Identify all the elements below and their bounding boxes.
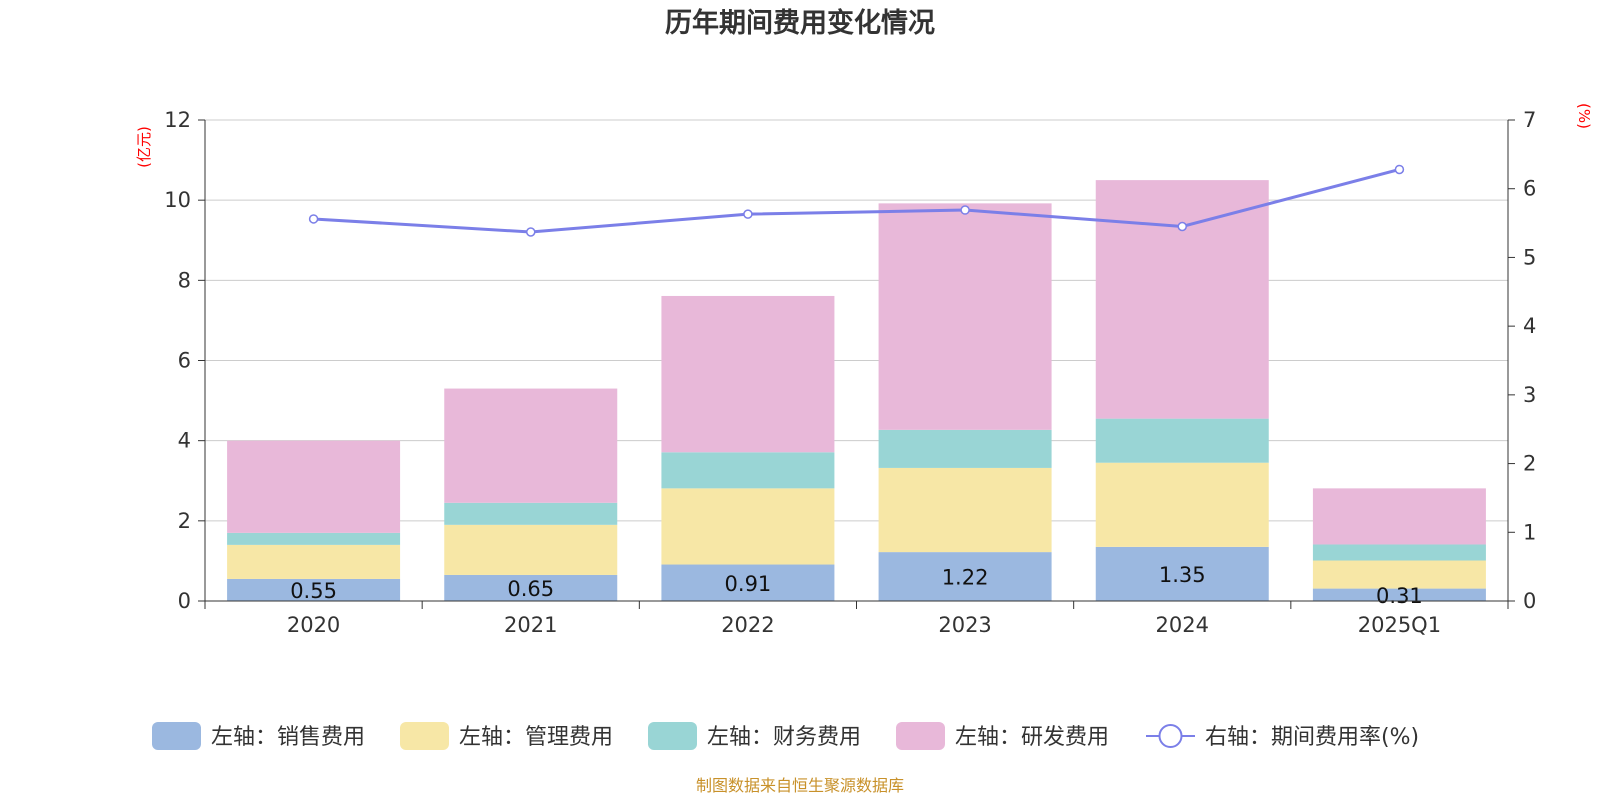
legend: 左轴：销售费用 左轴：管理费用 左轴：财务费用 左轴：研发费用 右轴：期间费用率(%)	[152, 722, 1419, 750]
right-axis-tick-label: 3	[1523, 383, 1536, 407]
data-label: 0.65	[507, 577, 554, 601]
bar-segment	[227, 578, 401, 601]
bar-segment	[1312, 560, 1486, 589]
legend-circle-marker	[1158, 724, 1183, 748]
bar-segment	[1095, 418, 1269, 463]
bar-segment	[227, 544, 401, 579]
legend-label: 左轴：财务费用	[707, 725, 861, 750]
left-axis-tick-label: 0	[178, 589, 191, 613]
left-axis-unit: (亿元)	[135, 126, 153, 168]
legend-label: 左轴：研发费用	[955, 725, 1109, 750]
legend-label: 左轴：管理费用	[459, 725, 613, 750]
rate-point	[960, 205, 970, 215]
bar-segment	[444, 524, 618, 575]
right-axis-unit: (%)	[1575, 103, 1593, 129]
bar-segment	[661, 295, 835, 453]
rate-point	[1394, 164, 1405, 175]
rate-line	[308, 164, 1405, 237]
legend-swatch	[648, 722, 697, 750]
data-label: 0.91	[725, 572, 772, 596]
legend-label: 左轴：销售费用	[211, 725, 365, 750]
bar-segment	[444, 388, 618, 503]
right-axis-tick-label: 2	[1523, 452, 1536, 476]
bar-segment	[878, 203, 1052, 430]
left-axis-tick-label: 4	[178, 429, 191, 453]
chart-title: 历年期间费用变化情况	[665, 7, 935, 39]
rate-point	[308, 214, 319, 224]
data-label: 1.22	[942, 566, 989, 590]
source-note: 制图数据来自恒生聚源数据库	[696, 776, 904, 795]
bar-segment	[878, 467, 1052, 553]
bar-segment	[1095, 462, 1269, 547]
bar-segment	[1095, 546, 1269, 601]
bar-segment	[1095, 180, 1269, 419]
bar-segment	[661, 488, 835, 565]
x-axis-label: 2020	[287, 613, 340, 637]
data-label: 1.35	[1159, 563, 1206, 587]
bars: 0.55 0.65 0.91 1.22 1.35 0.31	[227, 180, 1486, 608]
bar-segment	[878, 552, 1052, 601]
x-axis-label: 2022	[721, 613, 774, 637]
x-axis-label: 2021	[504, 613, 557, 637]
left-axis-tick-label: 10	[164, 188, 191, 212]
bar-segment	[661, 452, 835, 489]
legend-swatch	[400, 722, 449, 750]
bar-segment	[444, 574, 618, 601]
right-axis-tick-label: 6	[1523, 177, 1536, 201]
bar-segment	[1312, 544, 1486, 561]
right-axis-tick-label: 7	[1523, 108, 1536, 132]
x-axis-label: 2025Q1	[1358, 613, 1441, 637]
legend-swatch	[152, 722, 201, 750]
right-axis-tick-label: 4	[1523, 314, 1536, 338]
left-axis-tick-label: 12	[164, 108, 191, 132]
gridlines	[205, 119, 1508, 522]
x-axis-label: 2024	[1156, 613, 1209, 637]
legend-swatch	[896, 722, 945, 750]
bar-segment	[444, 502, 618, 525]
bar-segment	[227, 440, 401, 533]
left-axis-tick-label: 2	[178, 509, 191, 533]
data-label: 0.31	[1376, 584, 1423, 608]
x-axis-label: 2023	[938, 613, 991, 637]
bar-segment	[1312, 488, 1486, 545]
right-axis-tick-label: 5	[1523, 245, 1536, 269]
rate-point	[743, 209, 753, 219]
bar-segment	[661, 564, 835, 601]
right-axis-tick-label: 0	[1523, 589, 1536, 613]
rate-point	[1177, 221, 1187, 232]
left-axis-tick-label: 6	[178, 349, 191, 373]
legend-label: 右轴：期间费用率(%)	[1205, 725, 1419, 750]
data-label: 0.55	[290, 579, 337, 603]
bar-segment	[227, 532, 401, 545]
bar-segment	[1312, 588, 1486, 601]
left-axis-tick-label: 8	[178, 268, 191, 292]
rate-line-path	[313, 168, 1400, 234]
bar-segment	[878, 429, 1052, 468]
right-axis-tick-label: 1	[1523, 520, 1536, 544]
rate-point	[526, 227, 536, 237]
